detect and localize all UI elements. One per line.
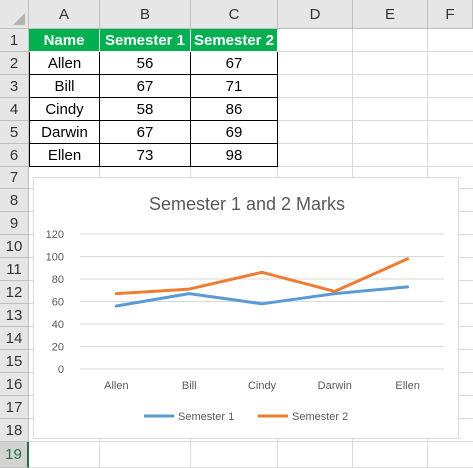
row-header-19[interactable]: 19 — [0, 442, 29, 468]
header-cell-semester-1[interactable]: Semester 1 — [100, 29, 191, 52]
column-header-d[interactable]: D — [278, 0, 353, 29]
table-cell-semester-1[interactable]: 67 — [100, 121, 191, 144]
row-header-17[interactable]: 17 — [0, 396, 29, 419]
column-header-e[interactable]: E — [353, 0, 428, 29]
legend-label-semester-2[interactable]: Semester 2 — [292, 411, 348, 423]
row-header-5[interactable]: 5 — [0, 121, 29, 144]
chart-gridlines — [80, 233, 444, 370]
y-tick-label: 80 — [52, 274, 64, 286]
y-tick-label: 0 — [58, 364, 64, 376]
y-tick-label: 20 — [52, 342, 64, 354]
table-cell-semester-2[interactable]: 98 — [191, 144, 278, 167]
x-tick-label: Darwin — [318, 380, 352, 392]
row-header-18[interactable]: 18 — [0, 419, 29, 442]
chart-title[interactable]: Semester 1 and 2 Marks — [149, 194, 345, 214]
table-cell-semester-1[interactable]: 67 — [100, 75, 191, 98]
y-tick-label: 100 — [46, 252, 64, 264]
row-header-15[interactable]: 15 — [0, 350, 29, 373]
legend-label-semester-1[interactable]: Semester 1 — [178, 411, 234, 423]
column-header-c[interactable]: C — [191, 0, 278, 29]
table-cell-name[interactable]: Cindy — [29, 98, 100, 121]
series-line-semester-2[interactable] — [114, 257, 410, 296]
row-header-12[interactable]: 12 — [0, 281, 29, 304]
row-header-9[interactable]: 9 — [0, 212, 29, 235]
row-header-6[interactable]: 6 — [0, 144, 29, 167]
chart-series[interactable] — [114, 257, 410, 308]
select-all-button[interactable] — [0, 0, 29, 29]
chart-legend[interactable]: Semester 1 Semester 2 — [144, 411, 348, 423]
row-header-14[interactable]: 14 — [0, 327, 29, 350]
row-header-4[interactable]: 4 — [0, 98, 29, 121]
y-tick-label: 40 — [52, 319, 64, 331]
row-header-13[interactable]: 13 — [0, 304, 29, 327]
column-header-a[interactable]: A — [29, 0, 100, 29]
table-cell-semester-2[interactable]: 69 — [191, 121, 278, 144]
row-header-11[interactable]: 11 — [0, 258, 29, 281]
series-line-semester-1[interactable] — [114, 285, 410, 308]
header-cell-name[interactable]: Name — [29, 29, 100, 52]
table-cell-semester-1[interactable]: 73 — [100, 144, 191, 167]
row-header-2[interactable]: 2 — [0, 52, 29, 75]
column-header-b[interactable]: B — [100, 0, 191, 29]
row-header-8[interactable]: 8 — [0, 189, 29, 212]
table-cell-semester-2[interactable]: 67 — [191, 52, 278, 75]
x-tick-label: Cindy — [248, 380, 277, 392]
line-chart[interactable]: Semester 1 and 2 Marks 0 20 40 60 80 100 120 A… — [33, 177, 459, 439]
table-cell-semester-1[interactable]: 58 — [100, 98, 191, 121]
y-axis-labels: 0 20 40 60 80 100 120 — [46, 229, 64, 376]
header-cell-semester-2[interactable]: Semester 2 — [191, 29, 278, 52]
y-tick-label: 120 — [46, 229, 64, 241]
x-tick-label: Bill — [182, 380, 197, 392]
table-cell-semester-2[interactable]: 71 — [191, 75, 278, 98]
row-header-10[interactable]: 10 — [0, 235, 29, 258]
table-cell-name[interactable]: Ellen — [29, 144, 100, 167]
chart-canvas: Semester 1 and 2 Marks 0 20 40 60 80 100 120 A… — [46, 194, 444, 423]
gridline — [29, 441, 473, 442]
x-axis-labels: Allen Bill Cindy Darwin Ellen — [104, 380, 420, 392]
row-header-1[interactable]: 1 — [0, 29, 29, 52]
x-tick-label: Allen — [104, 380, 128, 392]
table-cell-name[interactable]: Bill — [29, 75, 100, 98]
column-header-f[interactable]: F — [428, 0, 473, 29]
x-tick-label: Ellen — [395, 380, 419, 392]
row-header-7[interactable]: 7 — [0, 167, 29, 189]
table-cell-semester-2[interactable]: 86 — [191, 98, 278, 121]
table-cell-name[interactable]: Allen — [29, 52, 100, 75]
row-header-3[interactable]: 3 — [0, 75, 29, 98]
row-header-16[interactable]: 16 — [0, 373, 29, 396]
table-cell-name[interactable]: Darwin — [29, 121, 100, 144]
table-cell-semester-1[interactable]: 56 — [100, 52, 191, 75]
select-all-triangle-icon — [13, 13, 25, 25]
y-tick-label: 60 — [52, 297, 64, 309]
